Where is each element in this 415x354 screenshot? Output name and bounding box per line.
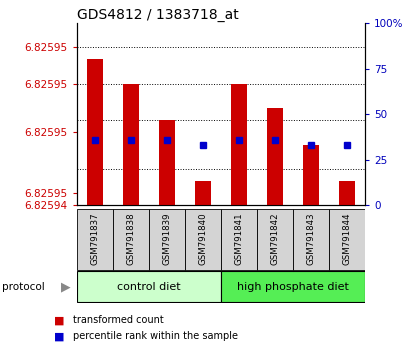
- Text: ▶: ▶: [61, 280, 71, 293]
- Bar: [77, 272, 221, 302]
- Text: GSM791843: GSM791843: [307, 212, 316, 265]
- Text: GSM791842: GSM791842: [271, 212, 280, 265]
- Text: control diet: control diet: [117, 282, 181, 292]
- Bar: [221, 272, 365, 302]
- Text: high phosphate diet: high phosphate diet: [237, 282, 349, 292]
- Text: protocol: protocol: [2, 282, 45, 292]
- Bar: [293, 210, 329, 270]
- Text: GSM791844: GSM791844: [343, 212, 352, 265]
- Text: transformed count: transformed count: [73, 315, 164, 325]
- Bar: [195, 181, 211, 205]
- Bar: [149, 210, 185, 270]
- Bar: [329, 210, 365, 270]
- Bar: [303, 144, 319, 205]
- Bar: [123, 84, 139, 205]
- Text: GSM791838: GSM791838: [126, 212, 135, 265]
- Text: GSM791839: GSM791839: [162, 212, 171, 265]
- Text: GDS4812 / 1383718_at: GDS4812 / 1383718_at: [77, 8, 239, 22]
- Bar: [267, 108, 283, 205]
- Text: ■: ■: [54, 331, 64, 341]
- Bar: [257, 210, 293, 270]
- Bar: [87, 59, 103, 205]
- Bar: [113, 210, 149, 270]
- Text: ■: ■: [54, 315, 64, 325]
- Bar: [221, 210, 257, 270]
- Text: GSM791837: GSM791837: [90, 212, 99, 265]
- Bar: [339, 181, 355, 205]
- Bar: [159, 120, 175, 205]
- Bar: [77, 210, 113, 270]
- Bar: [231, 84, 247, 205]
- Text: percentile rank within the sample: percentile rank within the sample: [73, 331, 238, 341]
- Text: GSM791841: GSM791841: [234, 212, 244, 265]
- Text: GSM791840: GSM791840: [198, 212, 208, 265]
- Bar: [185, 210, 221, 270]
